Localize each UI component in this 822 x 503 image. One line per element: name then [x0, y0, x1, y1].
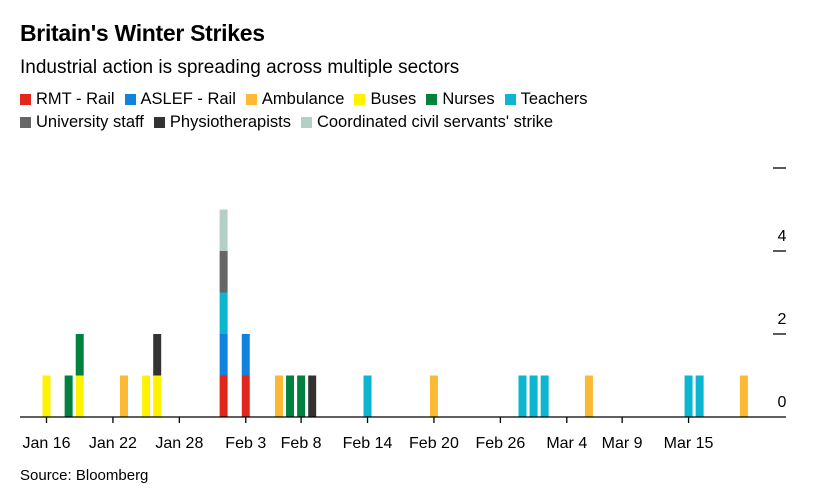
legend-label: University staff	[36, 113, 144, 131]
bar-ambulance	[119, 375, 128, 417]
legend-swatch	[153, 117, 165, 128]
legend-swatch	[245, 94, 257, 105]
bar-rmt	[219, 375, 228, 417]
legend-swatch	[20, 117, 31, 128]
legend-item-buses: Buses	[354, 88, 416, 111]
legend-swatch	[426, 94, 438, 105]
bar-physio	[153, 334, 162, 376]
legend-item-physio: Physiotherapists	[153, 111, 291, 134]
bar-physio	[308, 375, 317, 417]
legend-label: Buses	[370, 90, 417, 108]
chart-title: Britain's Winter Strikes	[20, 20, 265, 46]
source-note: Source: Bloomberg	[20, 467, 149, 484]
legend-swatch	[20, 94, 31, 105]
bar-teachers	[363, 375, 372, 417]
bar-teachers	[695, 375, 704, 417]
x-tick-label: Feb 8	[281, 435, 322, 452]
bar-nurses	[286, 375, 295, 417]
x-tick-label: Mar 9	[602, 435, 643, 452]
legend-swatch	[300, 117, 312, 128]
y-tick-label: 4	[778, 228, 787, 245]
bar-ambulance	[584, 375, 593, 417]
chart-subtitle: Industrial action is spreading across mu…	[20, 57, 460, 78]
x-tick-label: Jan 28	[155, 435, 203, 452]
legend-label: Nurses	[442, 90, 495, 108]
bar-buses	[142, 375, 151, 417]
x-tick-label: Mar 4	[546, 435, 587, 452]
legend-item-teachers: Teachers	[504, 88, 588, 111]
legend-label: Teachers	[520, 90, 588, 108]
bar-nurses	[64, 375, 73, 417]
x-tick-label: Feb 26	[475, 435, 525, 452]
bar-teachers	[540, 375, 549, 417]
legend-item-nurses: Nurses	[426, 88, 495, 111]
x-tick-label: Feb 3	[225, 435, 266, 452]
legend-item-rmt: RMT - Rail	[20, 88, 115, 111]
bar-teachers	[684, 375, 693, 417]
legend: RMT - Rail ASLEF - Rail Ambulance Buses Nurs…	[20, 88, 720, 134]
legend-label: RMT - Rail	[36, 90, 115, 108]
x-tick-label: Mar 15	[664, 435, 714, 452]
legend-item-ambulance: Ambulance	[245, 88, 345, 111]
bar-ambulance	[739, 375, 748, 417]
y-tick-label: 2	[778, 311, 787, 328]
legend-swatch	[124, 94, 136, 105]
bar-ambulance	[429, 375, 438, 417]
legend-swatch	[354, 94, 366, 105]
bar-teachers	[219, 292, 228, 334]
legend-item-civil: Coordinated civil servants' strike	[300, 111, 554, 134]
legend-label: ASLEF - Rail	[140, 90, 236, 108]
legend-label: Physiotherapists	[169, 113, 291, 131]
bar-nurses	[75, 334, 84, 376]
x-tick-label: Feb 14	[343, 435, 393, 452]
legend-label: Ambulance	[261, 90, 345, 108]
bar-buses	[153, 375, 162, 417]
bar-university	[219, 251, 228, 293]
bar-teachers	[518, 375, 527, 417]
bar-aslef	[219, 334, 228, 376]
bar-ambulance	[274, 375, 283, 417]
legend-swatch	[504, 94, 516, 105]
legend-label: Coordinated civil servants' strike	[316, 113, 554, 131]
bar-civil	[219, 209, 228, 251]
bar-buses	[42, 375, 51, 417]
bar-buses	[75, 375, 84, 417]
bar-rmt	[241, 375, 250, 417]
x-tick-label: Jan 16	[22, 435, 70, 452]
x-tick-label: Feb 20	[409, 435, 459, 452]
x-tick-label: Jan 22	[89, 435, 137, 452]
legend-item-aslef: ASLEF - Rail	[124, 88, 236, 111]
y-tick-label: 0	[778, 394, 787, 411]
bar-teachers	[529, 375, 538, 417]
bar-nurses	[297, 375, 306, 417]
legend-item-university: University staff	[20, 111, 144, 134]
bar-aslef	[241, 334, 250, 376]
